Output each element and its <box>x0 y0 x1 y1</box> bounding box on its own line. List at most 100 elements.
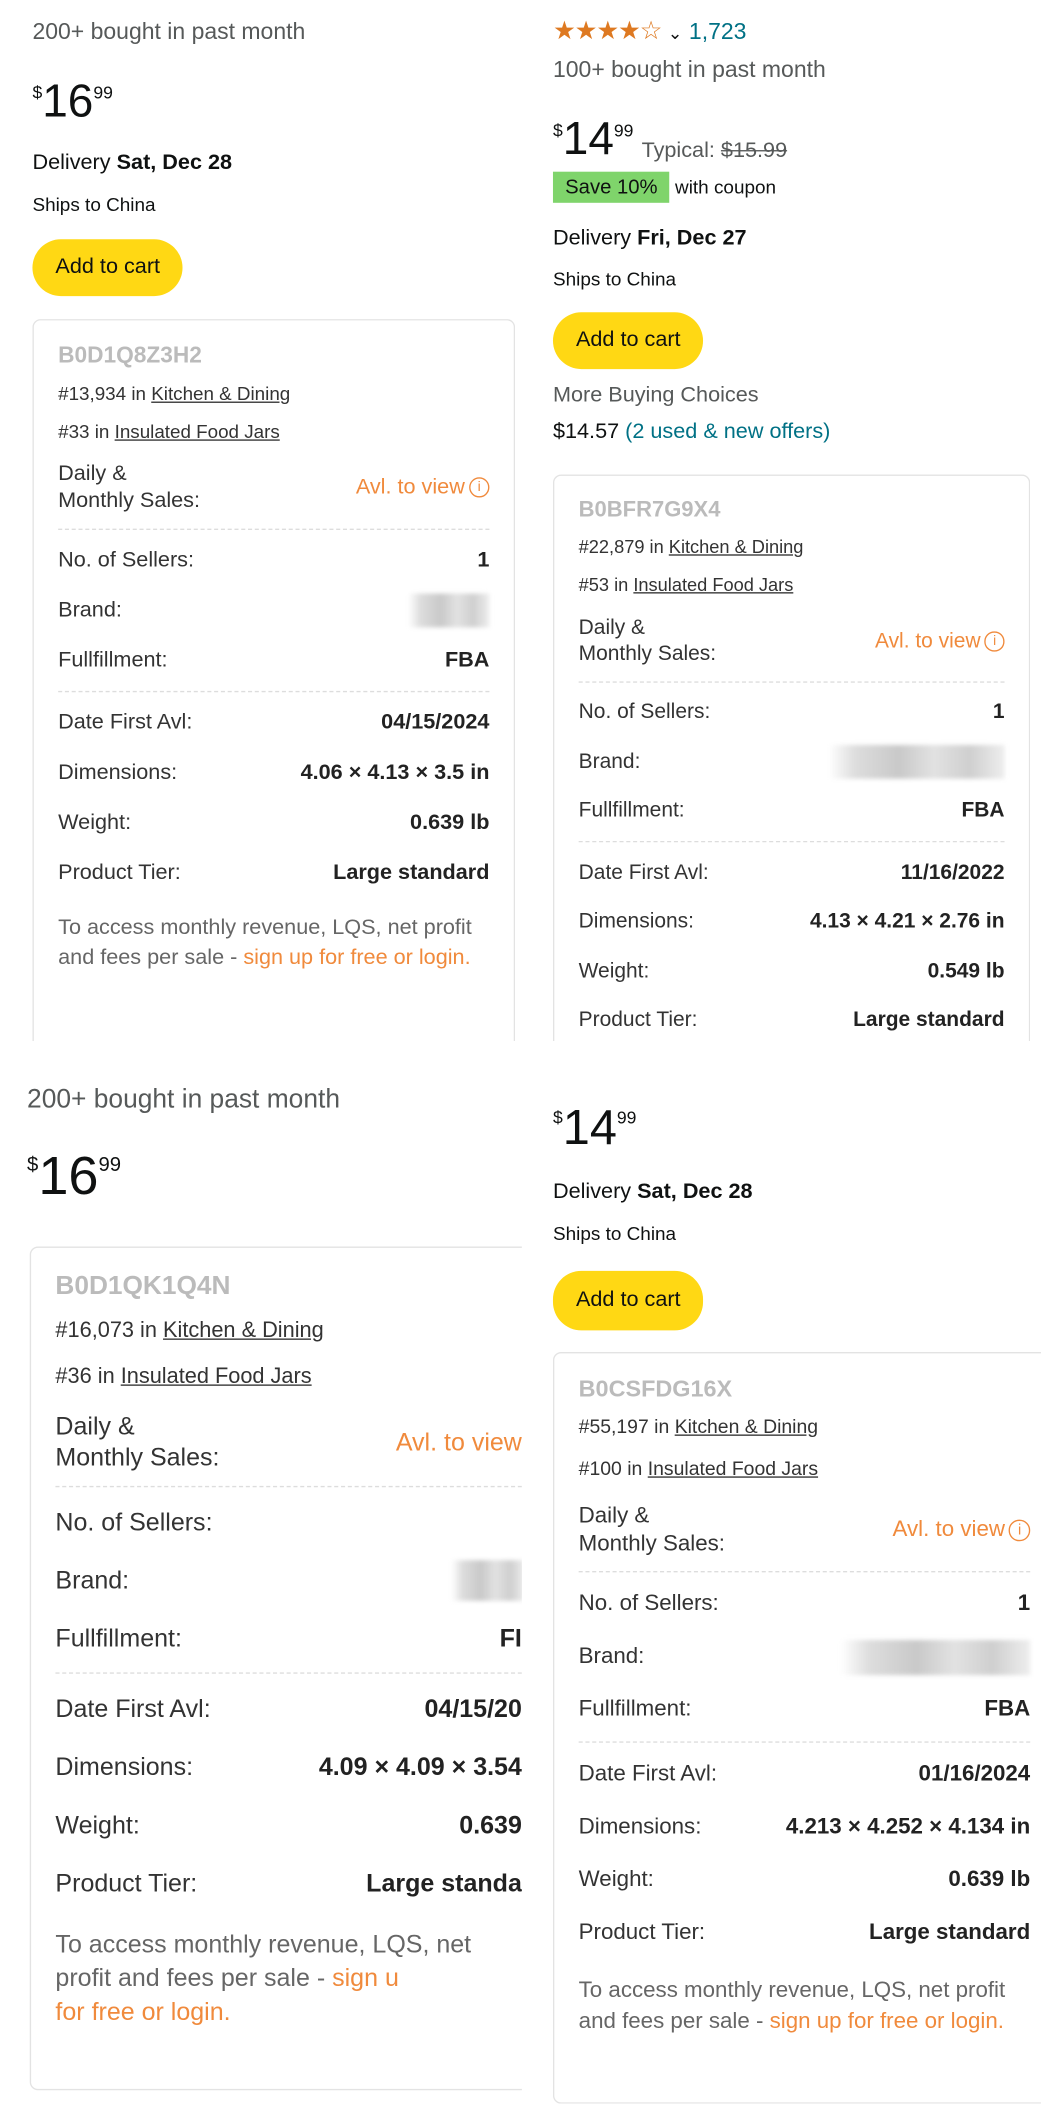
price: $16 99 <box>32 78 112 124</box>
coupon-badge[interactable]: Save 10% <box>552 171 670 203</box>
signup-link[interactable]: for free or login. <box>55 1997 231 2026</box>
avl-to-view-link[interactable]: Avl. to view i <box>875 628 1005 654</box>
asin[interactable]: B0D1Q8Z3H2 <box>58 342 202 368</box>
label: No. of Sellers: <box>55 1507 213 1536</box>
bought-count: 100+ bought in past month <box>552 56 826 83</box>
rank-value: #53 <box>578 574 610 595</box>
label: Dimensions: <box>58 760 178 784</box>
label: Product Tier: <box>578 1920 706 1945</box>
price: $14 99 Typical: $15.99 <box>553 116 787 162</box>
label: Fullfillment: <box>55 1623 182 1652</box>
rank-value: #16,073 <box>55 1318 135 1343</box>
value: 0.639 lb <box>948 1867 1031 1892</box>
asin[interactable]: B0D1QK1Q4N <box>55 1270 231 1301</box>
rank-in: in <box>94 420 110 443</box>
label: Product Tier: <box>58 860 181 884</box>
tier-row: Product Tier: Large standa <box>55 1854 521 1912</box>
rank-row: #33 in Insulated Food Jars <box>58 412 489 450</box>
value: 1 <box>477 548 490 572</box>
avl-label: Avl. to view <box>874 629 981 653</box>
seller-group: No. of Sellers: Brand: Fullfillment: FI <box>55 1488 522 1675</box>
details-group: Date First Avl: 11/16/2022 Dimensions: 4.1… <box>579 843 1005 1041</box>
category-link[interactable]: Kitchen & Dining <box>151 382 291 405</box>
avl-to-view-link[interactable]: Avl. to view i <box>893 1516 1031 1544</box>
rank-in: in <box>654 1416 670 1439</box>
typical-value: $15.99 <box>720 139 788 163</box>
seller-group: No. of Sellers: 1 Brand: Fullfillment: FBA <box>578 1573 1031 1744</box>
rank-row: #16,073 in Kitchen & Dining <box>55 1307 521 1353</box>
add-to-cart-button[interactable]: Add to cart <box>552 312 704 370</box>
category-link[interactable]: Kitchen & Dining <box>674 1416 819 1439</box>
label: No. of Sellers: <box>578 1591 719 1616</box>
rank-in: in <box>131 382 146 405</box>
sellers-row: No. of Sellers: 1 <box>579 1578 1031 1631</box>
category-link[interactable]: Kitchen & Dining <box>163 1318 324 1343</box>
currency: $ <box>32 82 43 103</box>
label: Date First Avl: <box>58 710 193 734</box>
add-to-cart-button[interactable]: Add to cart <box>32 239 184 297</box>
value: Large standard <box>333 860 490 884</box>
card-content: B0D1QK1Q4N #16,073 in Kitchen & Dining #… <box>55 1264 522 2029</box>
rating[interactable]: ★★★★☆ ⌄ 1,723 <box>553 16 746 47</box>
typical-price: Typical: $15.99 <box>641 139 788 163</box>
dimensions-row: Dimensions: 4.213 × 4.252 × 4.134 in <box>579 1801 1031 1854</box>
label: Date First Avl: <box>578 860 709 884</box>
sales-label-line: Daily & <box>578 1503 650 1528</box>
rank-in: in <box>614 574 629 595</box>
star-rating-icon: ★★★★☆ <box>552 17 663 46</box>
delivery-date: Sat, Dec 28 <box>637 1180 753 1204</box>
category-link[interactable]: Insulated Food Jars <box>647 1458 819 1481</box>
brand-row: Brand: <box>579 1631 1031 1684</box>
avl-to-view-link[interactable]: Avl. to view i <box>356 475 490 502</box>
category-link[interactable]: Insulated Food Jars <box>120 1364 312 1389</box>
coupon[interactable]: Save 10% with coupon <box>552 171 776 203</box>
rank-row: #13,934 in Kitchen & Dining <box>58 375 489 413</box>
sales-label-line: Daily & <box>58 462 127 486</box>
bought-count: 200+ bought in past month <box>32 18 306 45</box>
signup-link[interactable]: sign up for free or login. <box>243 945 471 969</box>
dimensions-row: Dimensions: 4.06 × 4.13 × 3.5 in <box>58 748 489 798</box>
value: FBA <box>961 799 1005 823</box>
asin[interactable]: B0BFR7G9X4 <box>578 497 721 522</box>
signup-link[interactable]: sign up for free or login. <box>769 2008 1005 2033</box>
avl-label: Avl. to view <box>355 475 465 499</box>
value: 11/16/2022 <box>900 860 1005 884</box>
price-whole: 16 <box>42 75 94 128</box>
category-link[interactable]: Insulated Food Jars <box>633 574 794 595</box>
delivery-label: Delivery <box>552 227 632 251</box>
label: Weight: <box>58 810 132 834</box>
asin[interactable]: B0CSFDG16X <box>578 1374 733 1403</box>
brand-row: Brand: <box>579 737 1005 786</box>
category-link[interactable]: Insulated Food Jars <box>114 420 280 443</box>
rank-in: in <box>649 536 664 558</box>
delivery-date: Fri, Dec 27 <box>637 227 747 251</box>
rating-count[interactable]: 1,723 <box>688 18 747 45</box>
fulfillment-row: Fullfillment: FBA <box>579 1684 1031 1737</box>
weight-row: Weight: 0.639 <box>55 1796 521 1854</box>
fulfillment-row: Fullfillment: FBA <box>579 787 1005 836</box>
label: Weight: <box>578 959 650 983</box>
offers-link[interactable]: (2 used & new offers) <box>625 420 831 444</box>
sales-label-line: Monthly Sales: <box>58 489 201 513</box>
more-buying-choices: More Buying Choices <box>552 383 759 407</box>
sales-row: Daily & Monthly Sales: Avl. to view i <box>58 450 490 530</box>
product-info-card: B0CSFDG16X #55,197 in Kitchen & Dining #… <box>552 1352 1042 2104</box>
fulfillment-row: Fullfillment: FI <box>55 1609 521 1667</box>
label: Weight: <box>55 1809 140 1839</box>
signup-link[interactable]: sign u <box>332 1963 399 1992</box>
avl-to-view-link[interactable]: Avl. to view <box>395 1427 522 1456</box>
category-link[interactable]: Kitchen & Dining <box>668 536 804 558</box>
rank-row: #22,879 in Kitchen & Dining <box>579 529 1005 567</box>
value: FBA <box>984 1697 1031 1722</box>
value: 0.639 <box>459 1809 522 1839</box>
price-fraction: 99 <box>616 1107 637 1128</box>
ships-to: Ships to China <box>552 1222 677 1244</box>
date-row: Date First Avl: 04/15/2024 <box>58 698 489 748</box>
currency: $ <box>552 120 563 141</box>
currency: $ <box>552 1107 563 1128</box>
blurred-brand <box>451 1560 522 1601</box>
note-text: To access monthly revenue, LQS, net prof… <box>578 1978 1006 2033</box>
rank-row: #36 in Insulated Food Jars <box>55 1353 521 1399</box>
typical-label: Typical: <box>641 139 715 163</box>
add-to-cart-button[interactable]: Add to cart <box>552 1270 704 1331</box>
